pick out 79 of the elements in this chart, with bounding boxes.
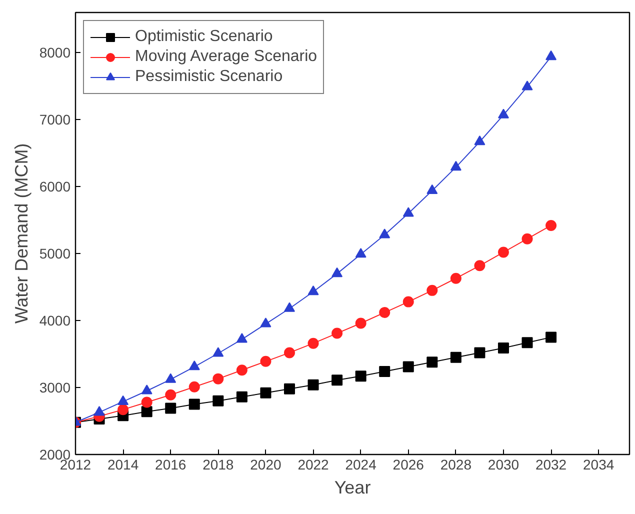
point [284,302,295,312]
x-tick-label: 2018 [202,456,234,472]
point [522,337,533,348]
point [546,220,557,231]
point [522,233,533,244]
x-tick-label: 2020 [250,456,282,472]
point [498,108,509,118]
point [118,404,129,416]
point [94,406,105,416]
y-tick-label: 5000 [39,246,71,262]
point [308,338,319,349]
point [260,318,272,328]
point [474,347,486,358]
point [165,373,176,383]
point [212,395,224,406]
point [450,272,462,284]
legend-label: Pessimistic Scenario [135,67,283,87]
point [212,347,224,357]
point [188,381,200,392]
point [188,360,200,370]
y-tick-label: 7000 [39,112,71,128]
x-tick-label: 2016 [155,456,186,472]
point [379,307,390,318]
point [332,328,343,339]
point [379,228,390,238]
point [188,398,200,410]
point [308,285,319,296]
y-axis-title: Water Demand (MCM) [11,143,32,324]
point [165,389,176,400]
point [355,370,366,382]
point [118,395,129,405]
point [402,207,414,217]
point [355,318,366,329]
point [426,356,438,368]
y-tick-label: 3000 [39,380,71,396]
point [522,80,533,90]
point [474,135,486,146]
point [284,347,295,358]
point [284,383,295,394]
x-axis-title: Year [334,478,371,498]
point [165,402,176,414]
legend-label: Optimistic Scenario [135,27,273,47]
point [141,406,152,418]
point [236,391,248,402]
point [308,379,319,390]
x-tick-label: 2032 [535,456,567,472]
point [355,248,366,258]
point [236,333,248,343]
x-tick-label: 2014 [107,456,139,472]
point [498,342,509,354]
point [332,374,343,386]
x-tick-label: 2030 [488,456,520,472]
x-tick-label: 2034 [583,456,614,472]
point [212,373,224,384]
y-tick-label: 8000 [39,44,71,61]
x-tick-label: 2026 [392,456,424,472]
point [546,332,557,343]
point [426,284,438,296]
point [498,246,509,258]
x-tick-label: 2024 [345,456,377,472]
point [474,260,486,272]
point [260,356,272,367]
point [402,296,414,308]
point [426,184,438,194]
point [260,387,272,398]
point [141,384,152,394]
point [332,267,343,278]
y-tick-label: 6000 [39,178,71,195]
x-tick-label: 2022 [298,456,330,472]
legend-label: Moving Average Scenario [135,47,318,67]
point [141,396,152,408]
x-tick-label: 2028 [440,456,472,472]
point [450,352,462,363]
point [450,160,462,171]
y-tick-label: 4000 [39,312,71,329]
point [236,364,248,376]
point [546,50,557,60]
point [379,366,390,377]
point [402,361,414,372]
